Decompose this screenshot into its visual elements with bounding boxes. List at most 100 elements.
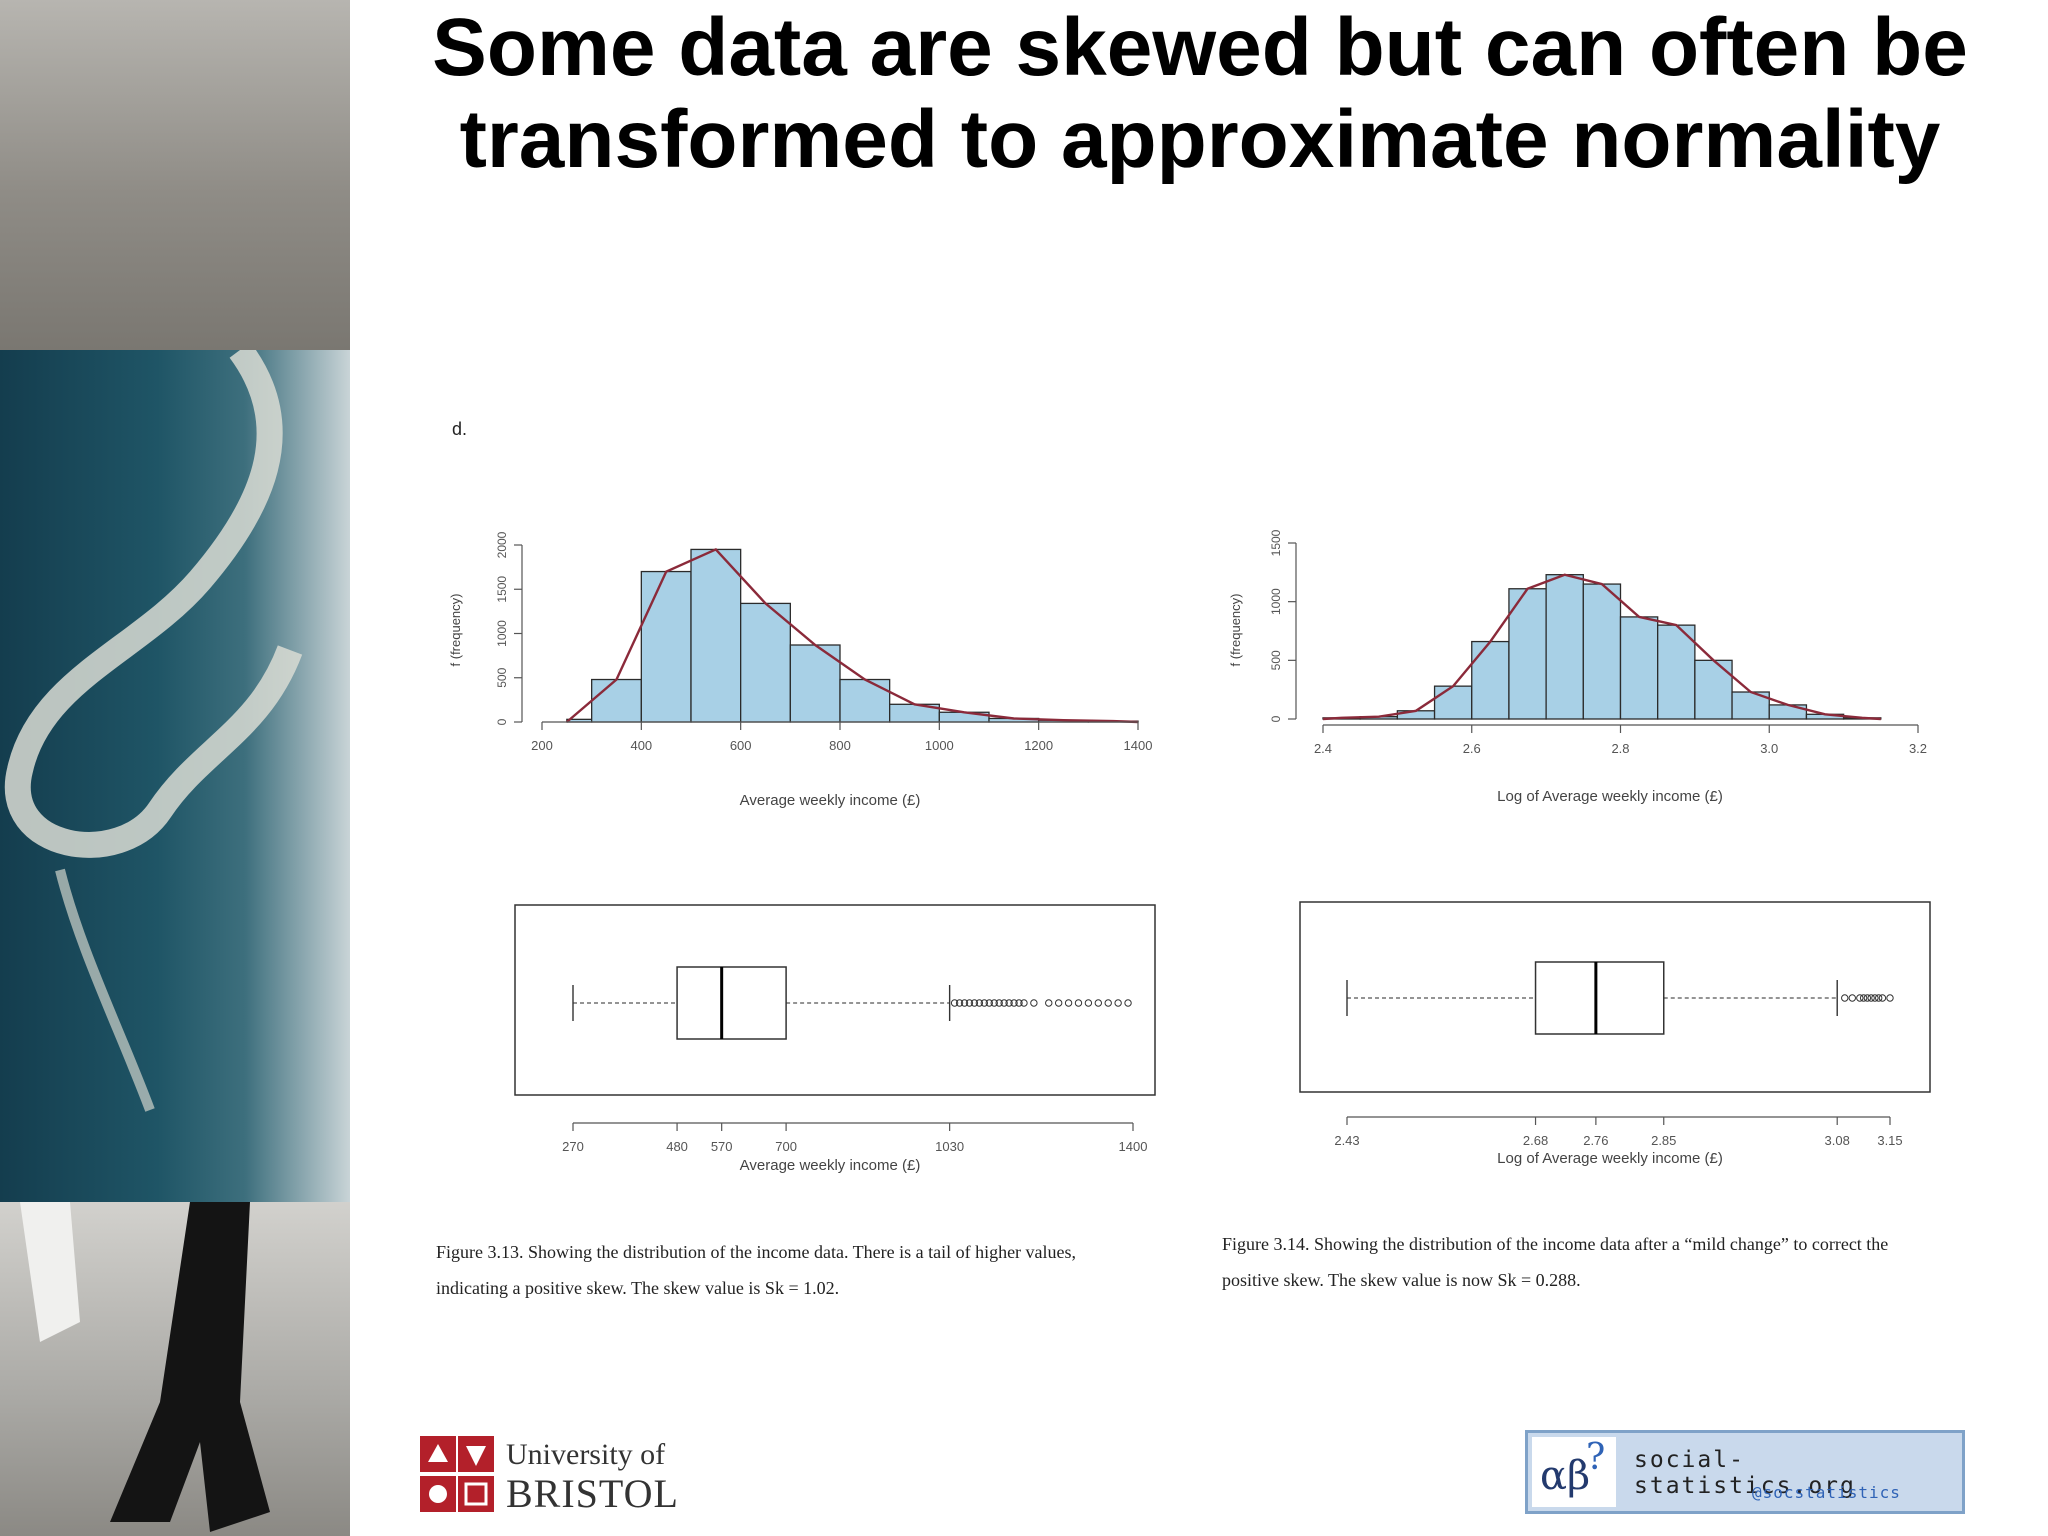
hist-log-ylabel: f (frequency) [1228, 594, 1243, 667]
hist-income-x-tick-label: 1200 [1024, 738, 1053, 753]
hist-income-y-tick-label: 500 [495, 667, 509, 687]
hist-log-x-tick-label: 3.2 [1909, 741, 1927, 756]
boxplot-log-income: Log of Average weekly income (£) 2.43 2.6… [1299, 901, 1931, 1167]
box-income-outlier [1074, 999, 1083, 1007]
box-income-outlier [1030, 999, 1038, 1007]
box-log-x-tick-label: 3.08 [1825, 1133, 1850, 1148]
hist-log-bar [1582, 583, 1622, 720]
decorative-photo-strip [0, 0, 350, 1536]
box-income-outlier [960, 999, 969, 1007]
box-log-x-tick-label: 3.15 [1877, 1133, 1902, 1148]
box-income-outlier [990, 999, 998, 1007]
hist-log-bar [1471, 640, 1510, 720]
alpha-beta-icon: αβ ? [1532, 1437, 1616, 1507]
hist-log-y-tick-label: 500 [1269, 650, 1283, 670]
box-income-outlier [970, 999, 979, 1007]
hist-log-bar [1508, 588, 1547, 720]
box-income-x-tick-label: 700 [775, 1139, 797, 1154]
box-log-x-tick-label: 2.68 [1523, 1133, 1548, 1148]
box-income-outlier [1015, 999, 1023, 1007]
box-income-outlier [995, 999, 1003, 1007]
photo-walking-legs-top [0, 0, 350, 350]
box-income-outlier [1020, 999, 1028, 1007]
hist-income-x-tick-label: 1000 [925, 738, 954, 753]
box-income-outlier [1054, 999, 1063, 1007]
social-statistics-site: social-statistics.org [1634, 1447, 1856, 1499]
hist-log-bar [1694, 659, 1733, 720]
hist-income-y-tick-label: 1500 [495, 576, 509, 603]
hist-income-x-tick-label: 600 [730, 738, 752, 753]
hist-log-x-tick-label: 3.0 [1760, 741, 1778, 756]
hist-income-bar [839, 678, 891, 723]
hist-log-frequency-curve [1322, 573, 1881, 721]
box-log-outlier [1841, 994, 1849, 1002]
box-income-outlier [1045, 999, 1053, 1007]
hist-log-x-tick-label: 2.4 [1314, 741, 1332, 756]
bristol-line1: University of [506, 1438, 666, 1471]
slide-title: Some data are skewed but can often be tr… [432, 2, 1968, 185]
box-income-outlier [1104, 999, 1112, 1007]
box-income-outlier [975, 999, 984, 1007]
box-log-x-tick-label: 2.43 [1334, 1133, 1359, 1148]
histogram-income: f (frequency) Average weekly income (£) … [448, 531, 1152, 809]
hist-income-y-tick-label: 1000 [495, 620, 509, 647]
hist-log-bar [1657, 624, 1696, 720]
bristol-crest-icon [420, 1436, 494, 1512]
hist-income-frequency-curve [566, 547, 1139, 724]
boxplot-income: Average weekly income (£) 270 480 570 700 10… [514, 904, 1156, 1174]
social-statistics-handle: @socstatistics [1752, 1483, 1901, 1502]
box-income-outlier [980, 999, 989, 1007]
hist-log-xlabel: Log of Average weekly income (£) [1497, 788, 1723, 805]
hist-income-xlabel: Average weekly income (£) [740, 792, 921, 809]
box-income-outlier [1005, 999, 1013, 1007]
box-income-outlier [1094, 999, 1103, 1007]
box-log-x-tick-label: 2.76 [1583, 1133, 1608, 1148]
river-shape [4, 342, 303, 1112]
legs-silhouette [20, 1202, 270, 1532]
box-log-outlier [1848, 994, 1856, 1002]
box-income-iqr-box [676, 966, 787, 1040]
hist-log-y-tick-label: 0 [1269, 715, 1283, 722]
hist-income-x-tick-label: 1400 [1124, 738, 1153, 753]
box-income-outlier [1064, 999, 1073, 1007]
hist-log-y-tick-label: 1000 [1269, 588, 1283, 615]
box-income-outlier [985, 999, 993, 1007]
box-log-outlier [1867, 994, 1875, 1002]
caption-figure-3-14: Figure 3.14. Showing the distribution of… [1222, 1234, 1889, 1290]
box-log-outlier [1871, 994, 1879, 1002]
hist-income-bar [640, 570, 692, 723]
box-log-outlier [1886, 994, 1894, 1002]
hist-log-bar [1619, 616, 1659, 720]
boxplot-income-frame [514, 904, 1156, 1096]
hist-income-bar [690, 548, 742, 723]
box-log-outlier [1874, 994, 1883, 1002]
box-income-x-tick-label: 570 [711, 1139, 733, 1154]
hist-income-x-tick-label: 400 [630, 738, 652, 753]
social-statistics-logo: αβ ? social-statistics.org @socstatistic… [1525, 1430, 1965, 1514]
hist-income-bar [591, 678, 642, 723]
box-income-outlier [955, 999, 964, 1007]
box-income-outlier [1124, 999, 1132, 1007]
box-log-x-tick-label: 2.85 [1651, 1133, 1676, 1148]
box-log-iqr-box [1534, 961, 1665, 1035]
panel-label: d. [452, 419, 467, 439]
box-income-x-tick-label: 480 [666, 1139, 688, 1154]
hist-log-bar [1433, 685, 1473, 720]
box-income-x-tick-label: 270 [562, 1139, 584, 1154]
photo-aerial-river [0, 342, 350, 1202]
box-log-xlabel: Log of Average weekly income (£) [1497, 1150, 1723, 1167]
box-log-outlier [1863, 994, 1872, 1002]
box-income-outlier [1010, 999, 1018, 1007]
box-income-outlier [965, 999, 974, 1007]
hist-income-ylabel: f (frequency) [448, 594, 463, 667]
hist-log-bar [1545, 574, 1584, 720]
boxplot-log-frame [1299, 901, 1931, 1093]
caption-figure-3-13: Figure 3.13. Showing the distribution of… [436, 1242, 1077, 1298]
box-log-outlier [1856, 994, 1864, 1002]
box-income-outlier [950, 999, 959, 1007]
figure-panel: d. f (frequency) Average weekly income (… [448, 419, 1931, 1174]
box-income-x-tick-label: 1400 [1119, 1139, 1148, 1154]
hist-log-y-tick-label: 1500 [1269, 529, 1283, 556]
box-income-xlabel: Average weekly income (£) [740, 1157, 921, 1174]
university-of-bristol-logo: University of BRISTOL [418, 1432, 738, 1517]
